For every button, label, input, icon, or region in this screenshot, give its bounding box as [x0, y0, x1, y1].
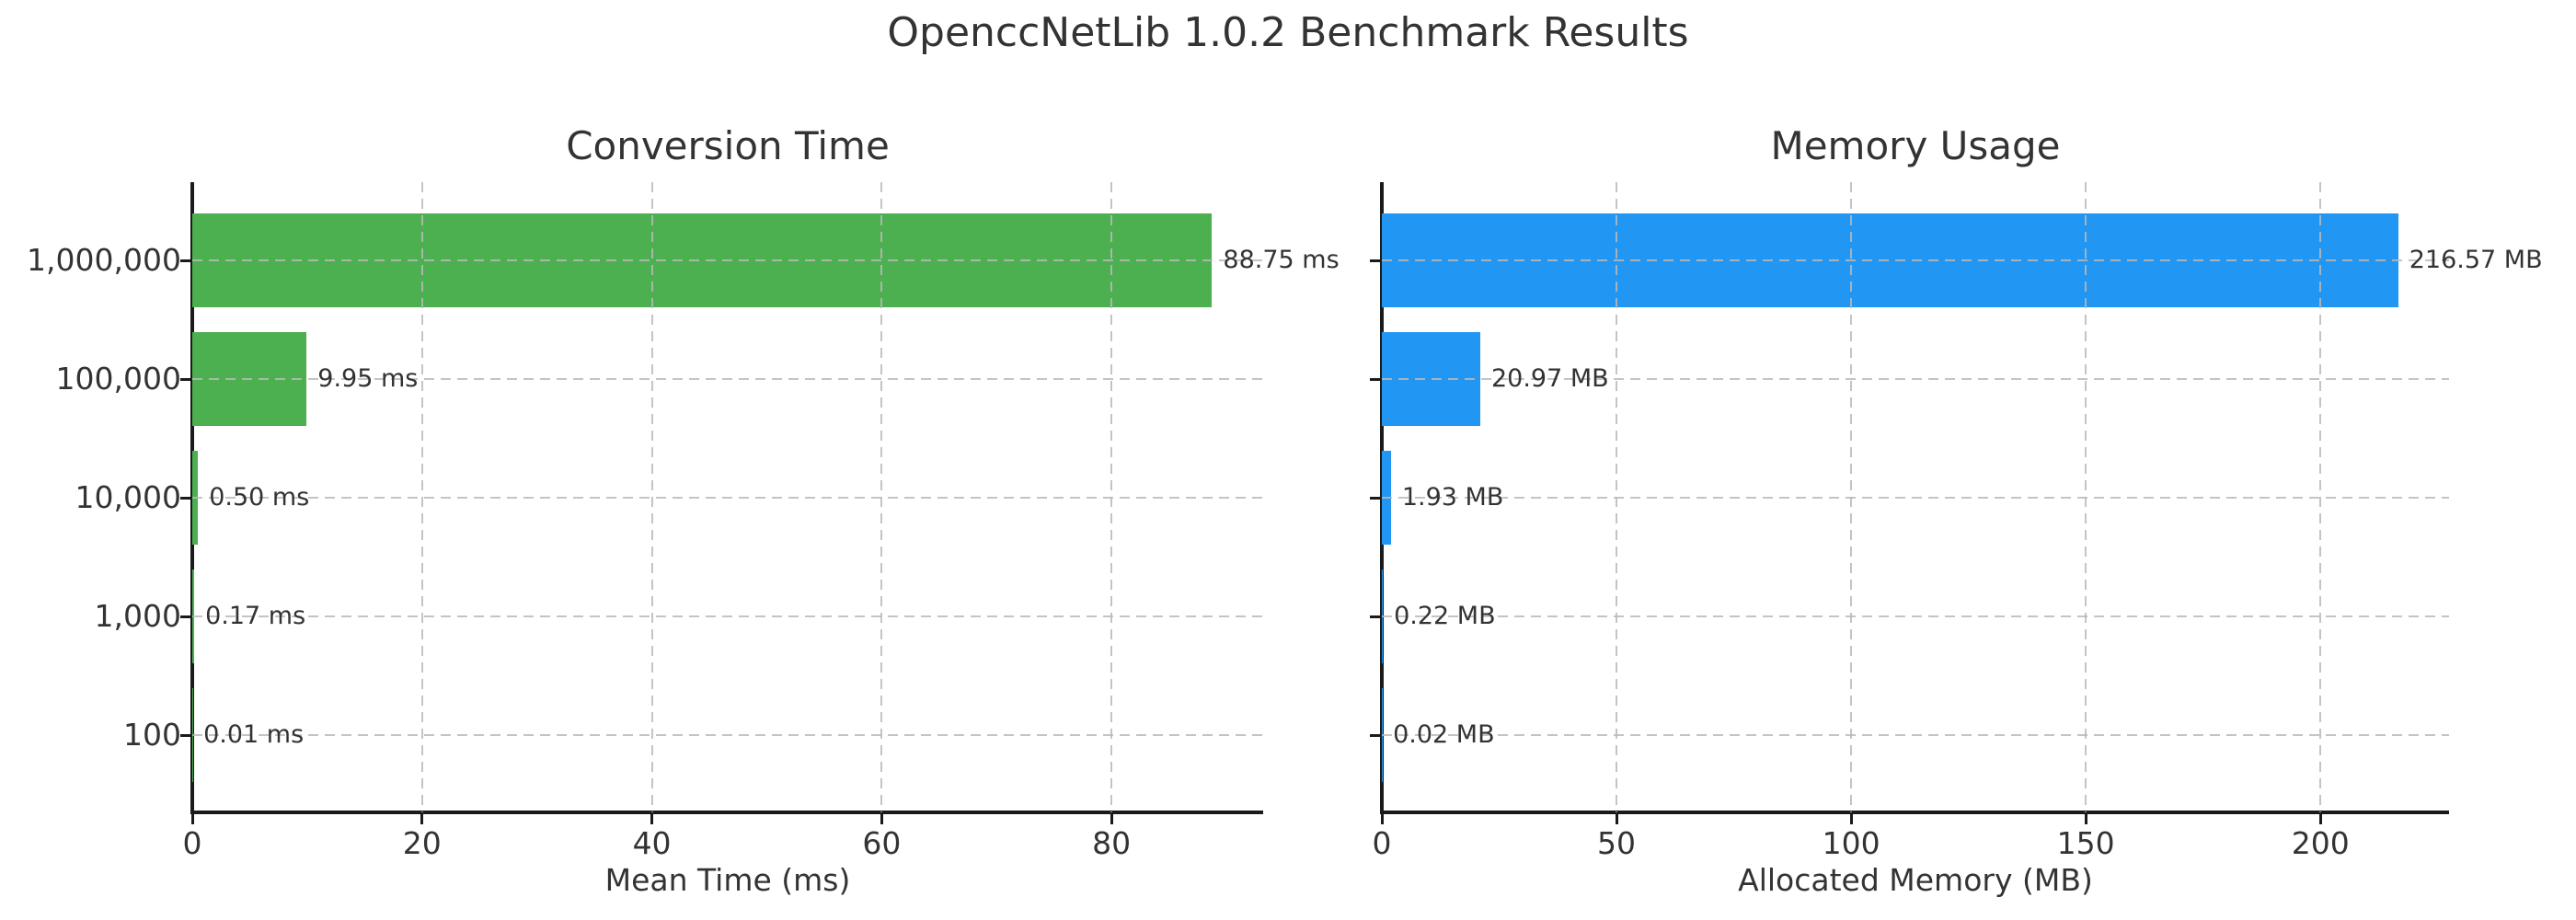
y-tick-label: 1,000,000 — [27, 242, 181, 278]
gridline-horizontal — [192, 615, 1263, 617]
bar-value-label: 0.02 MB — [1393, 720, 1495, 749]
gridline-horizontal — [192, 259, 1263, 261]
y-tick — [180, 615, 190, 618]
x-tick — [2084, 814, 2087, 824]
y-tick — [180, 733, 190, 737]
x-tick-label: 150 — [2056, 825, 2115, 861]
x-tick — [880, 814, 883, 824]
y-tick — [1370, 259, 1380, 262]
x-tick-label: 60 — [862, 825, 902, 861]
bar-value-label: 0.01 ms — [203, 720, 305, 749]
y-tick — [180, 377, 190, 381]
y-tick-label: 10,000 — [75, 479, 181, 515]
subplot-title: Memory Usage — [1770, 123, 2061, 168]
gridline-horizontal — [1382, 615, 2449, 617]
x-axis-spine — [1380, 811, 2449, 814]
x-axis-label: Allocated Memory (MB) — [1738, 862, 2093, 898]
bar-value-label: 0.50 ms — [209, 483, 310, 512]
gridline-horizontal — [1382, 259, 2449, 261]
bar-value-label: 0.17 ms — [205, 602, 306, 630]
x-tick-label: 20 — [402, 825, 442, 861]
bar-value-label: 9.95 ms — [317, 364, 419, 393]
x-tick-label: 100 — [1822, 825, 1880, 861]
y-tick — [1370, 377, 1380, 381]
x-tick-label: 0 — [1372, 825, 1392, 861]
plot-area: 88.75 ms 9.95 ms 0.50 ms 0.17 ms 0.01 ms — [192, 182, 1340, 812]
bar-value-label: 20.97 MB — [1490, 364, 1609, 393]
x-tick — [1380, 814, 1384, 824]
bar-value-label: 88.75 ms — [1223, 246, 1340, 274]
y-tick-label: 1,000 — [94, 598, 181, 634]
x-tick-label: 40 — [632, 825, 672, 861]
gridline-horizontal — [1382, 497, 2449, 499]
figure-title: OpenccNetLib 1.0.2 Benchmark Results — [887, 9, 1689, 56]
x-tick-label: 80 — [1092, 825, 1132, 861]
x-tick-label: 200 — [2291, 825, 2350, 861]
y-tick-label: 100 — [123, 717, 181, 753]
y-tick — [1370, 615, 1380, 618]
x-tick-label: 50 — [1597, 825, 1637, 861]
gridline-horizontal — [192, 734, 1263, 736]
x-axis-spine — [190, 811, 1263, 814]
y-tick — [180, 496, 190, 500]
x-axis-label: Mean Time (ms) — [604, 862, 851, 898]
gridline-horizontal — [1382, 734, 2449, 736]
x-tick — [190, 814, 194, 824]
subplot-title: Conversion Time — [566, 123, 890, 168]
y-tick-label: 100,000 — [55, 361, 181, 397]
y-tick — [1370, 496, 1380, 500]
x-tick — [420, 814, 424, 824]
bar-value-label: 216.57 MB — [2409, 246, 2543, 274]
y-tick — [1370, 733, 1380, 737]
gridline-horizontal — [1382, 378, 2449, 380]
gridline-horizontal — [192, 378, 1263, 380]
x-tick — [650, 814, 654, 824]
x-tick — [1849, 814, 1853, 824]
x-tick — [1110, 814, 1113, 824]
x-tick — [2318, 814, 2322, 824]
plot-area: 216.57 MB 20.97 MB 1.93 MB 0.22 MB 0.02 MB — [1382, 182, 2543, 812]
gridline-horizontal — [192, 497, 1263, 499]
memory-usage-chart: 216.57 MB 20.97 MB 1.93 MB 0.22 MB 0.02 MB Me… — [1370, 123, 2543, 898]
conversion-time-chart: 88.75 ms 9.95 ms 0.50 ms 0.17 ms 0.01 ms Conv… — [27, 123, 1340, 898]
bar-value-label: 1.93 MB — [1401, 483, 1504, 512]
bar-value-label: 0.22 MB — [1394, 602, 1496, 630]
y-tick — [180, 259, 190, 262]
x-tick-label: 0 — [182, 825, 202, 861]
x-tick — [1615, 814, 1618, 824]
